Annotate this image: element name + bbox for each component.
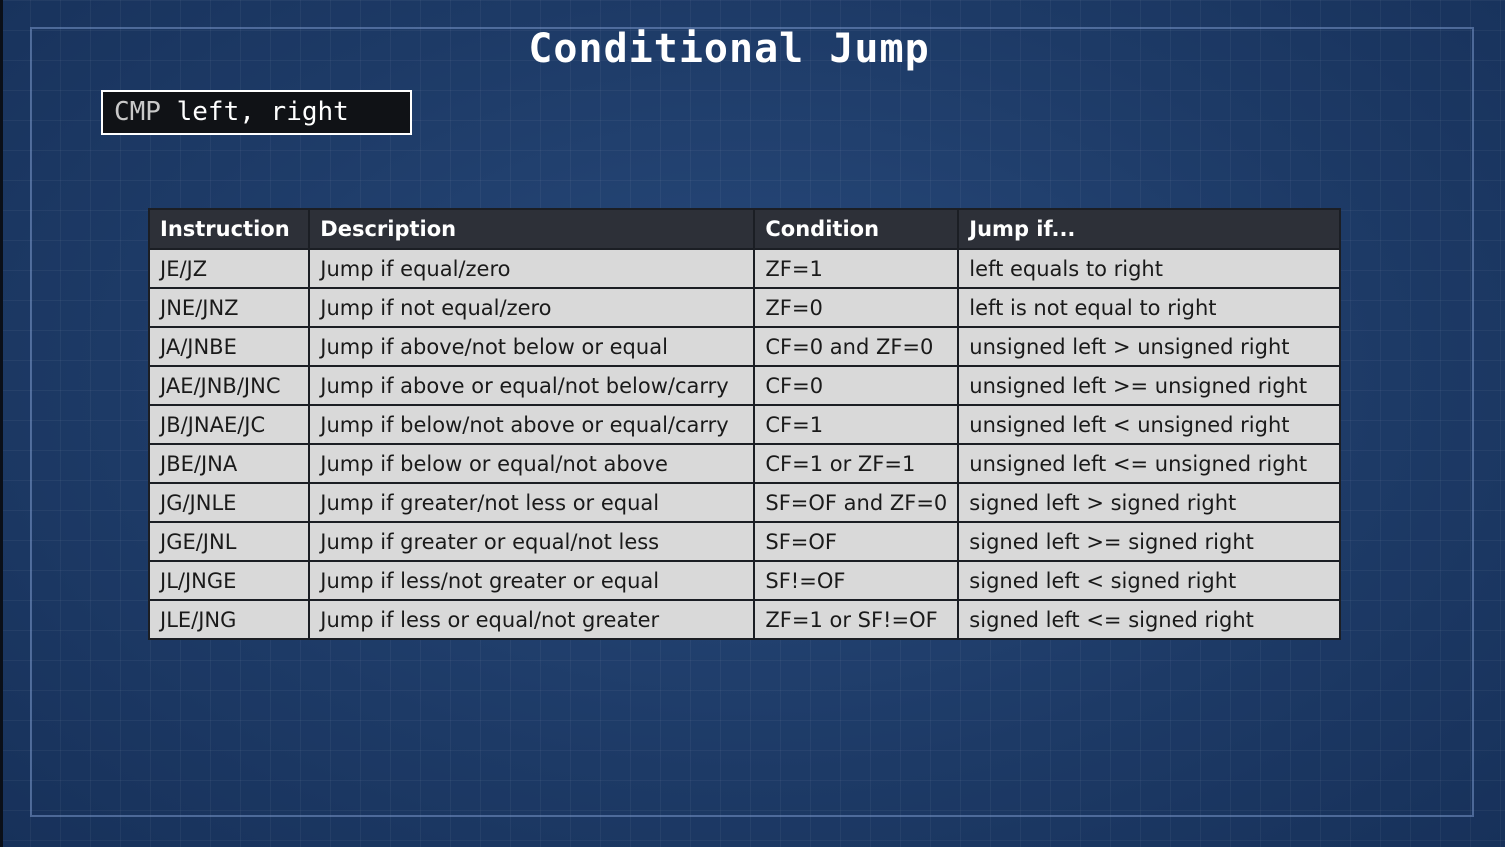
cell-condition: CF=0 (753, 365, 960, 406)
table-body: JE/JZ Jump if equal/zero ZF=1 left equal… (147, 248, 1341, 640)
cell-condition: ZF=1 or SF!=OF (753, 599, 960, 640)
cell-description: Jump if less/not greater or equal (308, 560, 756, 601)
table-row: JA/JNBE Jump if above/not below or equal… (147, 326, 1341, 367)
header-jump-if: Jump if... (957, 208, 1341, 250)
code-operands: left, right (160, 97, 349, 127)
table-row: JG/JNLE Jump if greater/not less or equa… (147, 482, 1341, 523)
cell-jump-if: signed left < signed right (957, 560, 1341, 601)
cell-description: Jump if equal/zero (308, 248, 756, 289)
cell-jump-if: unsigned left >= unsigned right (957, 365, 1341, 406)
code-snippet-box: CMP left, right (101, 90, 412, 135)
cell-jump-if: left equals to right (957, 248, 1341, 289)
cell-jump-if: unsigned left < unsigned right (957, 404, 1341, 445)
slide-frame (30, 27, 1474, 817)
cell-description: Jump if below/not above or equal/carry (308, 404, 756, 445)
cell-description: Jump if greater/not less or equal (308, 482, 756, 523)
conditional-jump-table: Instruction Description Condition Jump i… (147, 208, 1341, 640)
cell-instruction: JB/JNAE/JC (147, 404, 311, 445)
cell-instruction: JGE/JNL (147, 521, 311, 562)
table-row: JB/JNAE/JC Jump if below/not above or eq… (147, 404, 1341, 445)
cell-instruction: JAE/JNB/JNC (147, 365, 311, 406)
header-row: Instruction Description Condition Jump i… (147, 208, 1341, 250)
slide-title: Conditional Jump (528, 26, 930, 72)
table-row: JL/JNGE Jump if less/not greater or equa… (147, 560, 1341, 601)
table-header: Instruction Description Condition Jump i… (147, 208, 1341, 250)
cell-description: Jump if greater or equal/not less (308, 521, 756, 562)
cell-description: Jump if not equal/zero (308, 287, 756, 328)
cell-condition: SF!=OF (753, 560, 960, 601)
left-edge-strip (0, 0, 3, 847)
cell-description: Jump if above/not below or equal (308, 326, 756, 367)
cell-jump-if: signed left > signed right (957, 482, 1341, 523)
cell-instruction: JNE/JNZ (147, 287, 311, 328)
cell-description: Jump if below or equal/not above (308, 443, 756, 484)
header-condition: Condition (753, 208, 960, 250)
cell-condition: SF=OF and ZF=0 (753, 482, 960, 523)
code-keyword: CMP (114, 97, 161, 127)
cell-instruction: JLE/JNG (147, 599, 311, 640)
cell-condition: CF=1 or ZF=1 (753, 443, 960, 484)
cell-condition: ZF=0 (753, 287, 960, 328)
cell-jump-if: signed left <= signed right (957, 599, 1341, 640)
cell-instruction: JE/JZ (147, 248, 311, 289)
cell-instruction: JL/JNGE (147, 560, 311, 601)
cell-condition: CF=0 and ZF=0 (753, 326, 960, 367)
cell-jump-if: unsigned left > unsigned right (957, 326, 1341, 367)
header-description: Description (308, 208, 756, 250)
cell-condition: CF=1 (753, 404, 960, 445)
cell-instruction: JBE/JNA (147, 443, 311, 484)
table-row: JGE/JNL Jump if greater or equal/not les… (147, 521, 1341, 562)
cell-jump-if: signed left >= signed right (957, 521, 1341, 562)
table-row: JBE/JNA Jump if below or equal/not above… (147, 443, 1341, 484)
table-row: JLE/JNG Jump if less or equal/not greate… (147, 599, 1341, 640)
cell-jump-if: left is not equal to right (957, 287, 1341, 328)
table-row: JE/JZ Jump if equal/zero ZF=1 left equal… (147, 248, 1341, 289)
cell-description: Jump if less or equal/not greater (308, 599, 756, 640)
cell-condition: ZF=1 (753, 248, 960, 289)
cell-instruction: JA/JNBE (147, 326, 311, 367)
table-row: JAE/JNB/JNC Jump if above or equal/not b… (147, 365, 1341, 406)
cell-description: Jump if above or equal/not below/carry (308, 365, 756, 406)
cell-instruction: JG/JNLE (147, 482, 311, 523)
table-row: JNE/JNZ Jump if not equal/zero ZF=0 left… (147, 287, 1341, 328)
header-instruction: Instruction (147, 208, 311, 250)
cell-jump-if: unsigned left <= unsigned right (957, 443, 1341, 484)
cell-condition: SF=OF (753, 521, 960, 562)
